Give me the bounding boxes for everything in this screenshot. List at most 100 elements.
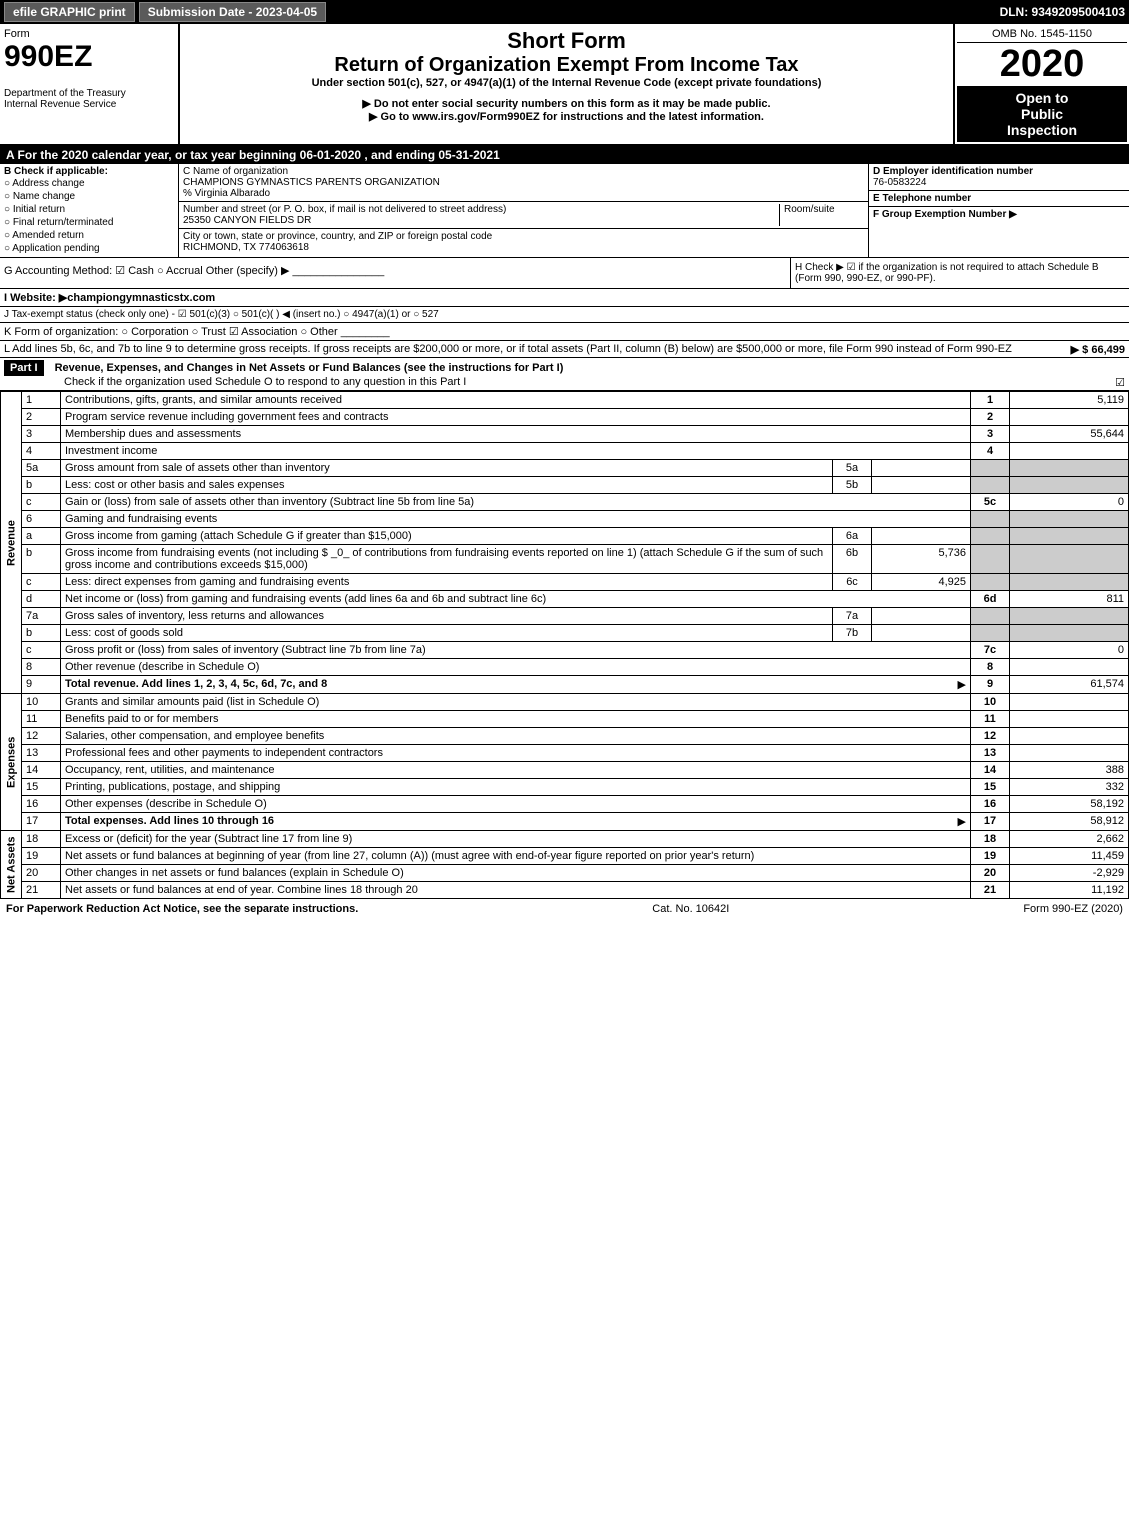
check-final-return[interactable]: Final return/terminated <box>4 216 174 229</box>
org-name: CHAMPIONS GYMNASTICS PARENTS ORGANIZATIO… <box>183 177 864 188</box>
ein-label: D Employer identification number <box>873 166 1125 177</box>
line1-text: Contributions, gifts, grants, and simila… <box>61 392 971 409</box>
line3-label: 3 <box>971 426 1010 443</box>
line15-val: 332 <box>1010 779 1129 796</box>
omb-number: OMB No. 1545-1150 <box>957 26 1127 43</box>
line12-label: 12 <box>971 728 1010 745</box>
line7c-label: 7c <box>971 642 1010 659</box>
line5a-text: Gross amount from sale of assets other t… <box>61 460 833 477</box>
section-c: C Name of organization CHAMPIONS GYMNAST… <box>179 164 869 257</box>
line17-label: 17 <box>971 813 1010 831</box>
line19-num: 19 <box>22 848 61 865</box>
section-l-amount: ▶ $ 66,499 <box>1071 343 1125 356</box>
open-to-public: Open to Public Inspection <box>957 86 1127 142</box>
check-application-pending[interactable]: Application pending <box>4 242 174 255</box>
form-number: 990EZ <box>4 40 174 74</box>
short-form-title: Short Form <box>190 28 943 54</box>
line7b-num: b <box>22 625 61 642</box>
line8-label: 8 <box>971 659 1010 676</box>
dept-line1: Department of the Treasury <box>4 88 174 99</box>
check-address-change[interactable]: Address change <box>4 177 174 190</box>
line6a-subval <box>872 528 971 545</box>
line17-arrow: ▶ <box>958 815 966 828</box>
line12-num: 12 <box>22 728 61 745</box>
street-label: Number and street (or P. O. box, if mail… <box>183 204 779 215</box>
org-name-label: C Name of organization <box>183 166 864 177</box>
line18-val: 2,662 <box>1010 831 1129 848</box>
line11-text: Benefits paid to or for members <box>61 711 971 728</box>
line6a-num: a <box>22 528 61 545</box>
line5b-text: Less: cost or other basis and sales expe… <box>61 477 833 494</box>
line19-label: 19 <box>971 848 1010 865</box>
line15-label: 15 <box>971 779 1010 796</box>
line17-val: 58,912 <box>1010 813 1129 831</box>
grey-cell <box>1010 608 1129 625</box>
grey-cell <box>971 477 1010 494</box>
check-amended-return[interactable]: Amended return <box>4 229 174 242</box>
line9-text: Total revenue. Add lines 1, 2, 3, 4, 5c,… <box>65 678 327 690</box>
section-b: B Check if applicable: Address change Na… <box>0 164 179 257</box>
line7a-sublabel: 7a <box>833 608 872 625</box>
line6d-text: Net income or (loss) from gaming and fun… <box>61 591 971 608</box>
city-label: City or town, state or province, country… <box>183 231 864 242</box>
top-bar: efile GRAPHIC print Submission Date - 20… <box>0 0 1129 24</box>
line4-text: Investment income <box>61 443 971 460</box>
line17-num: 17 <box>22 813 61 831</box>
line6a-text: Gross income from gaming (attach Schedul… <box>61 528 833 545</box>
line20-val: -2,929 <box>1010 865 1129 882</box>
line4-num: 4 <box>22 443 61 460</box>
open-line2: Public <box>961 106 1123 122</box>
telephone-label: E Telephone number <box>873 193 1125 204</box>
submission-date-button[interactable]: Submission Date - 2023-04-05 <box>139 2 326 22</box>
part1-checkbox[interactable]: ☑ <box>1115 376 1125 389</box>
efile-button[interactable]: efile GRAPHIC print <box>4 2 135 22</box>
section-def: D Employer identification number 76-0583… <box>869 164 1129 257</box>
line16-text: Other expenses (describe in Schedule O) <box>61 796 971 813</box>
grey-cell <box>971 574 1010 591</box>
section-i-website[interactable]: I Website: ▶championgymnasticstx.com <box>0 289 1129 307</box>
line19-val: 11,459 <box>1010 848 1129 865</box>
section-h: H Check ▶ ☑ if the organization is not r… <box>790 258 1129 288</box>
footer-left: For Paperwork Reduction Act Notice, see … <box>6 903 358 915</box>
open-line1: Open to <box>961 90 1123 106</box>
line2-val <box>1010 409 1129 426</box>
line14-label: 14 <box>971 762 1010 779</box>
check-initial-return[interactable]: Initial return <box>4 203 174 216</box>
line7b-text: Less: cost of goods sold <box>61 625 833 642</box>
line1-label: 1 <box>971 392 1010 409</box>
expenses-section-label: Expenses <box>1 694 22 831</box>
footer-right: Form 990-EZ (2020) <box>1023 903 1123 915</box>
grey-cell <box>971 625 1010 642</box>
line6c-num: c <box>22 574 61 591</box>
line1-val: 5,119 <box>1010 392 1129 409</box>
line10-label: 10 <box>971 694 1010 711</box>
goto-link[interactable]: ▶ Go to www.irs.gov/Form990EZ for instru… <box>190 110 943 123</box>
ein: 76-0583224 <box>873 177 1125 188</box>
line15-num: 15 <box>22 779 61 796</box>
part1-tab: Part I <box>4 360 44 376</box>
line5a-subval <box>872 460 971 477</box>
line15-text: Printing, publications, postage, and shi… <box>61 779 971 796</box>
footer: For Paperwork Reduction Act Notice, see … <box>0 899 1129 919</box>
line6c-sublabel: 6c <box>833 574 872 591</box>
line13-val <box>1010 745 1129 762</box>
line6b-num: b <box>22 545 61 574</box>
line21-label: 21 <box>971 882 1010 899</box>
line10-val <box>1010 694 1129 711</box>
check-name-change[interactable]: Name change <box>4 190 174 203</box>
line5c-num: c <box>22 494 61 511</box>
revenue-section-label: Revenue <box>1 392 22 694</box>
line4-val <box>1010 443 1129 460</box>
footer-mid: Cat. No. 10642I <box>652 903 729 915</box>
line9-label: 9 <box>971 676 1010 694</box>
line5c-text: Gain or (loss) from sale of assets other… <box>61 494 971 511</box>
group-exemption-label: F Group Exemption Number ▶ <box>873 209 1017 220</box>
line7a-num: 7a <box>22 608 61 625</box>
org-info: B Check if applicable: Address change Na… <box>0 164 1129 258</box>
line5b-subval <box>872 477 971 494</box>
line2-num: 2 <box>22 409 61 426</box>
lines-table: Revenue 1 Contributions, gifts, grants, … <box>0 391 1129 899</box>
line7a-text: Gross sales of inventory, less returns a… <box>61 608 833 625</box>
line4-label: 4 <box>971 443 1010 460</box>
line9-val: 61,574 <box>1010 676 1129 694</box>
